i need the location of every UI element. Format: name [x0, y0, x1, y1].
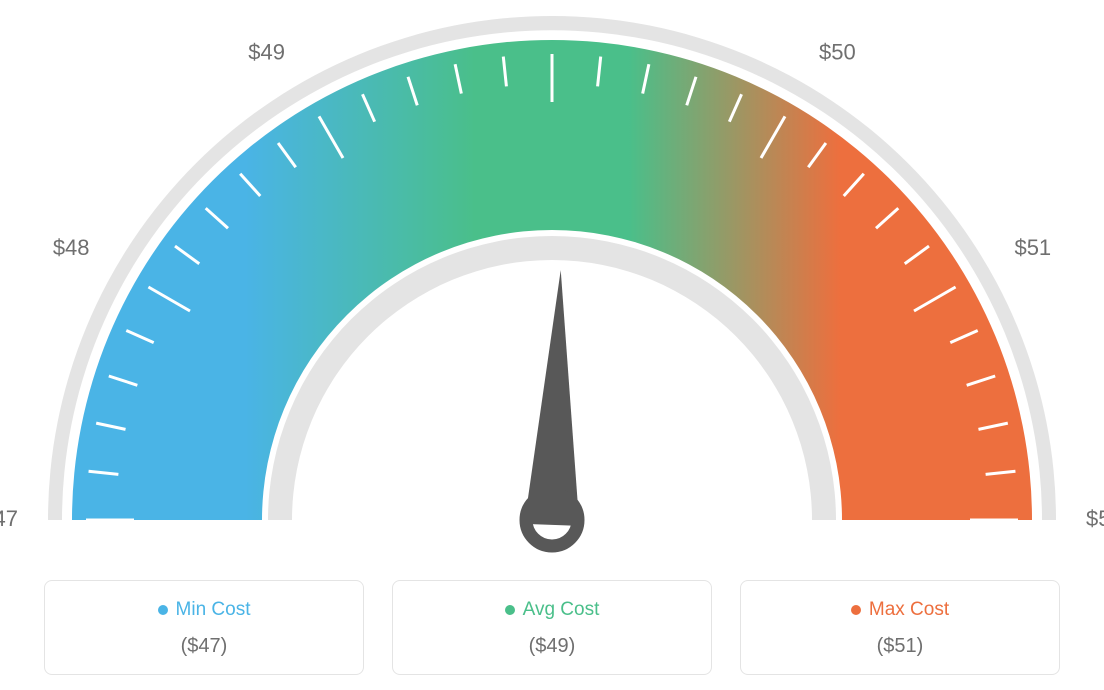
tick-label: $51	[1086, 506, 1104, 531]
legend-value: ($47)	[55, 635, 353, 658]
legend-label: Min Cost	[176, 599, 251, 621]
needle	[524, 270, 579, 526]
legend-dot-icon	[505, 605, 515, 615]
legend-value: ($51)	[751, 635, 1049, 658]
legend-card: Min Cost ($47)	[44, 580, 364, 675]
tick-label: $47	[0, 506, 18, 531]
legend-value: ($49)	[403, 635, 701, 658]
tick-label: $50	[819, 40, 856, 65]
legend-label: Max Cost	[869, 599, 949, 621]
tick-label: $51	[1014, 235, 1051, 260]
tick-label: $49	[248, 40, 285, 65]
legend-dot-icon	[851, 605, 861, 615]
legend-dot-icon	[158, 605, 168, 615]
cost-gauge-chart: $47$48$49$49$50$51$51 Min Cost($47)Avg C…	[0, 0, 1104, 690]
gauge-svg: $47$48$49$49$50$51$51	[0, 0, 1104, 570]
legend-label: Avg Cost	[523, 599, 600, 621]
legend-card: Max Cost ($51)	[740, 580, 1060, 675]
legend-card: Avg Cost ($49)	[392, 580, 712, 675]
tick-label: $48	[53, 235, 90, 260]
legend-row: Min Cost ($47) Avg Cost ($49) Max Cost ($51)	[0, 580, 1104, 675]
